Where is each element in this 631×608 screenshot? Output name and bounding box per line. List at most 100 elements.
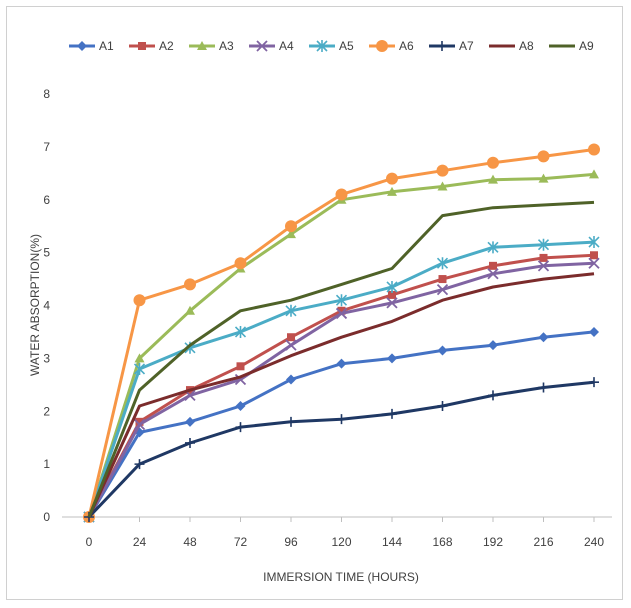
chart-frame — [6, 6, 623, 600]
data-point — [588, 236, 600, 249]
data-point — [335, 307, 348, 320]
data-point — [386, 297, 398, 309]
x-axis-ticks: 0 24 48 72 96 120 144 168 192 216 240 — [86, 517, 604, 549]
data-point — [487, 156, 499, 169]
data-point — [589, 169, 599, 179]
y-tick-label: 1 — [43, 457, 50, 471]
series-line — [87, 272, 595, 518]
series-line — [87, 200, 595, 518]
x-tick-label: 168 — [432, 535, 452, 549]
data-point — [537, 260, 550, 272]
data-point — [588, 257, 600, 269]
data-point — [437, 345, 448, 356]
y-tick-label: 0 — [43, 510, 50, 524]
x-tick-label: 72 — [234, 535, 248, 549]
data-point — [386, 280, 398, 293]
x-tick-label: 0 — [86, 535, 93, 549]
series-a3 — [84, 169, 599, 521]
data-point — [235, 422, 246, 433]
data-point — [589, 377, 599, 388]
x-tick-label: 120 — [331, 535, 351, 549]
data-point — [285, 220, 297, 233]
data-point — [539, 253, 548, 262]
data-point — [488, 174, 498, 184]
legend-label: A2 — [159, 39, 174, 53]
data-point — [287, 333, 295, 342]
data-point — [336, 358, 347, 369]
data-point — [487, 268, 499, 280]
y-tick-label: 7 — [43, 140, 50, 154]
data-point — [436, 257, 449, 270]
data-point — [134, 353, 145, 363]
legend-item-a5: A5 — [309, 39, 354, 53]
data-point — [286, 374, 296, 385]
data-point — [133, 294, 146, 307]
x-tick-label: 240 — [584, 535, 604, 549]
data-point — [588, 143, 600, 156]
legend-label: A9 — [579, 39, 594, 53]
series-line — [87, 172, 595, 518]
legend-label: A6 — [399, 39, 414, 53]
legend-item-a3: A3 — [189, 39, 234, 53]
data-point — [135, 417, 144, 426]
legend-item-a9: A9 — [549, 39, 594, 53]
data-point — [133, 418, 146, 431]
series-a8 — [87, 272, 595, 518]
y-tick-label: 5 — [43, 246, 50, 260]
data-point — [436, 284, 449, 296]
series-a6 — [83, 143, 600, 523]
legend-label: A3 — [219, 39, 234, 53]
x-tick-label: 216 — [533, 535, 553, 549]
data-point — [488, 390, 498, 401]
x-tick-label: 48 — [183, 535, 197, 549]
series-a5 — [83, 236, 600, 523]
data-point — [285, 339, 297, 351]
data-point — [185, 437, 195, 448]
data-point — [386, 172, 398, 185]
data-point — [134, 459, 145, 470]
data-point — [184, 278, 196, 291]
data-point — [236, 362, 245, 371]
x-tick-label: 24 — [133, 535, 147, 549]
y-tick-label: 6 — [43, 193, 50, 207]
legend-item-a8: A8 — [489, 39, 534, 53]
data-point — [286, 416, 296, 427]
legend-item-a2: A2 — [129, 39, 174, 53]
data-point — [286, 229, 296, 239]
data-point — [256, 40, 268, 52]
data-point — [538, 173, 549, 183]
series-a1 — [84, 326, 599, 522]
legend-item-a6: A6 — [369, 39, 414, 53]
y-tick-label: 2 — [43, 404, 50, 418]
x-axis-title: IMMERSION TIME (HOURS) — [263, 570, 419, 584]
data-point — [235, 400, 246, 411]
data-point — [487, 241, 499, 254]
series-a7 — [84, 377, 599, 522]
data-point — [438, 275, 447, 284]
data-point — [285, 304, 297, 317]
series-group — [83, 143, 600, 523]
data-point — [589, 326, 599, 337]
legend-label: A5 — [339, 39, 354, 53]
y-tick-label: 4 — [43, 299, 50, 313]
legend-label: A8 — [519, 39, 534, 53]
data-point — [185, 416, 195, 427]
legend-item-a1: A1 — [69, 39, 114, 53]
data-point — [437, 181, 448, 191]
data-point — [185, 305, 195, 315]
data-point — [197, 41, 207, 50]
data-point — [538, 382, 549, 393]
data-point — [133, 362, 146, 375]
legend-item-a7: A7 — [429, 39, 474, 53]
x-tick-label: 144 — [382, 535, 402, 549]
data-point — [376, 40, 388, 52]
data-point — [77, 41, 87, 51]
legend-item-a4: A4 — [249, 39, 294, 53]
data-point — [489, 261, 497, 270]
series-a4 — [83, 257, 600, 523]
data-point — [590, 251, 598, 260]
legend-label: A1 — [99, 39, 114, 53]
y-tick-label: 8 — [43, 87, 50, 101]
data-point — [335, 188, 348, 201]
